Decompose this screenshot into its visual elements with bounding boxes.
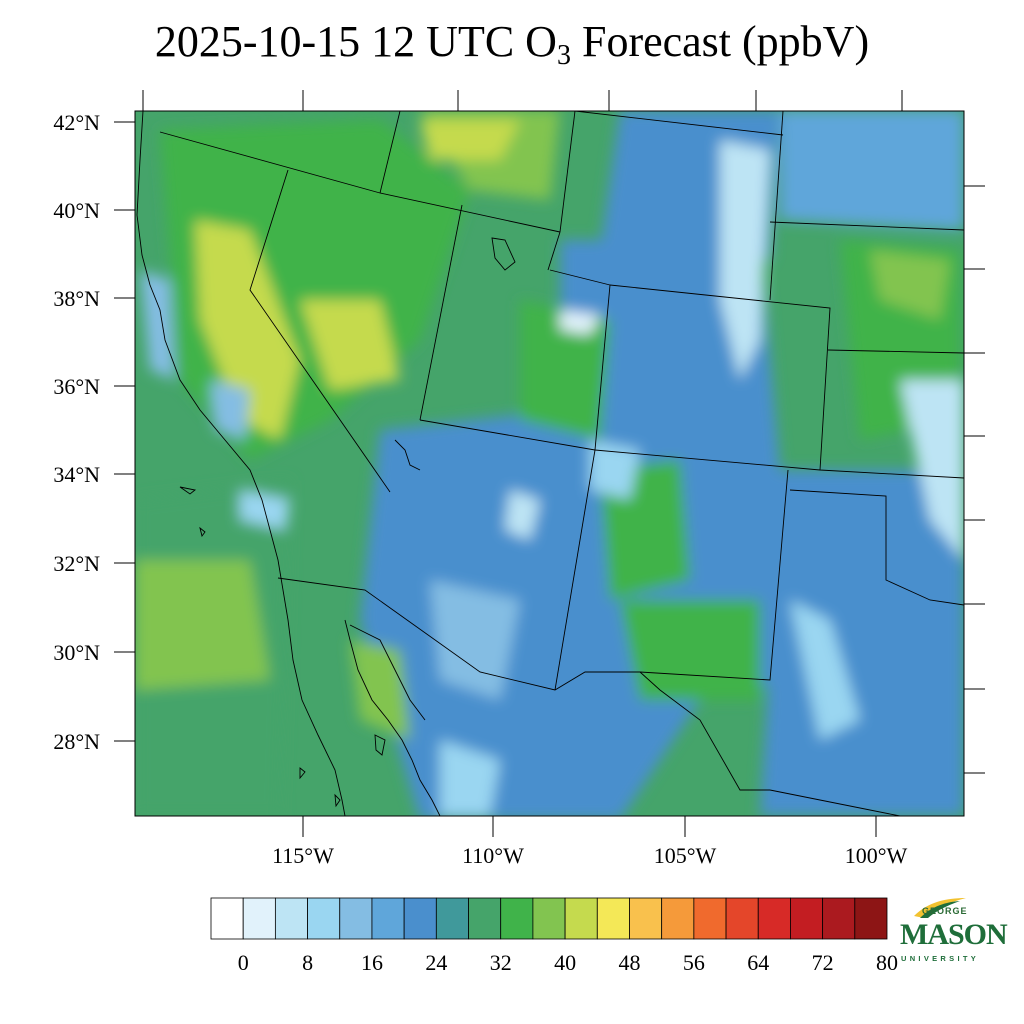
logo-mason: MASON — [900, 918, 1008, 951]
colorbar-label: 8 — [302, 950, 313, 975]
colorbar-label: 64 — [747, 950, 769, 975]
lat-label: 30°N — [53, 640, 100, 665]
longitude-labels: 115°W 110°W 105°W 100°W — [272, 843, 907, 868]
lat-label: 38°N — [53, 286, 100, 311]
colorbar-label: 56 — [683, 950, 705, 975]
lat-label: 34°N — [53, 462, 100, 487]
logo-swoosh-icon — [914, 898, 966, 918]
map-frame — [134, 110, 965, 817]
colorbar-label: 16 — [361, 950, 383, 975]
logo-george: GEORGE — [922, 906, 968, 916]
colorbar-labels: 0 8 16 24 32 40 48 56 64 72 80 — [238, 950, 898, 975]
colorbar-label: 48 — [618, 950, 640, 975]
gmu-logo: GEORGE MASON UNIVERSITY — [898, 896, 1008, 972]
colorbar-swatch — [790, 897, 824, 940]
lon-label: 115°W — [272, 843, 334, 868]
colorbar-swatch — [532, 897, 566, 940]
colorbar-label: 72 — [812, 950, 834, 975]
colorbar-swatch — [274, 897, 308, 940]
state-and-coast-boundaries — [136, 111, 964, 816]
colorbar-swatch — [210, 897, 244, 940]
colorbar-swatch — [339, 897, 373, 940]
colorbar-swatch — [242, 897, 276, 940]
title-suffix: Forecast (ppbV) — [570, 17, 870, 66]
colorbar-label: 40 — [554, 950, 576, 975]
logo-university: UNIVERSITY — [901, 954, 980, 963]
map-ticks — [114, 90, 985, 837]
colorbar-swatch — [725, 897, 759, 940]
colorbar-swatch — [403, 897, 437, 940]
lat-label: 32°N — [53, 551, 100, 576]
lon-label: 110°W — [462, 843, 524, 868]
colorbar-label: 80 — [876, 950, 898, 975]
colorbar-swatch — [854, 897, 888, 940]
colorbar-swatch — [693, 897, 727, 940]
colorbar-swatch — [500, 897, 534, 940]
colorbar-swatch — [629, 897, 663, 940]
colorbar-swatch — [822, 897, 856, 940]
latitude-labels: 42°N 40°N 38°N 36°N 34°N 32°N 30°N 28°N — [53, 110, 100, 754]
colorbar-swatch — [435, 897, 469, 940]
colorbar-swatch — [468, 897, 502, 940]
lon-label: 100°W — [845, 843, 908, 868]
lon-label: 105°W — [654, 843, 717, 868]
colorbar-swatch — [661, 897, 695, 940]
title-subscript: 3 — [556, 40, 571, 71]
title-prefix: 2025-10-15 12 UTC O — [154, 17, 557, 66]
lat-label: 42°N — [53, 110, 100, 135]
lat-label: 28°N — [53, 729, 100, 754]
colorbar — [210, 897, 888, 940]
colorbar-swatch — [596, 897, 630, 940]
colorbar-label: 0 — [238, 950, 249, 975]
colorbar-swatch — [757, 897, 791, 940]
colorbar-swatch — [371, 897, 405, 940]
colorbar-swatch — [307, 897, 341, 940]
colorbar-label: 32 — [490, 950, 512, 975]
colorbar-label: 24 — [425, 950, 447, 975]
map-title: 2025-10-15 12 UTC O3 Forecast (ppbV) — [0, 12, 1024, 72]
colorbar-swatch — [564, 897, 598, 940]
ozone-field — [135, 111, 964, 816]
lat-label: 36°N — [53, 374, 100, 399]
lat-label: 40°N — [53, 198, 100, 223]
